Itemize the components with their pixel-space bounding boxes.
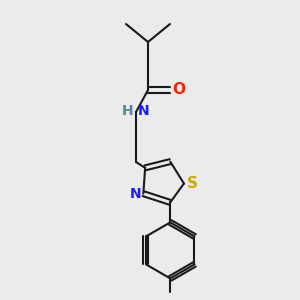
Text: N: N xyxy=(138,104,150,118)
Text: H: H xyxy=(122,104,133,118)
Text: N: N xyxy=(130,187,141,201)
Text: O: O xyxy=(172,82,185,98)
Text: S: S xyxy=(187,176,198,191)
